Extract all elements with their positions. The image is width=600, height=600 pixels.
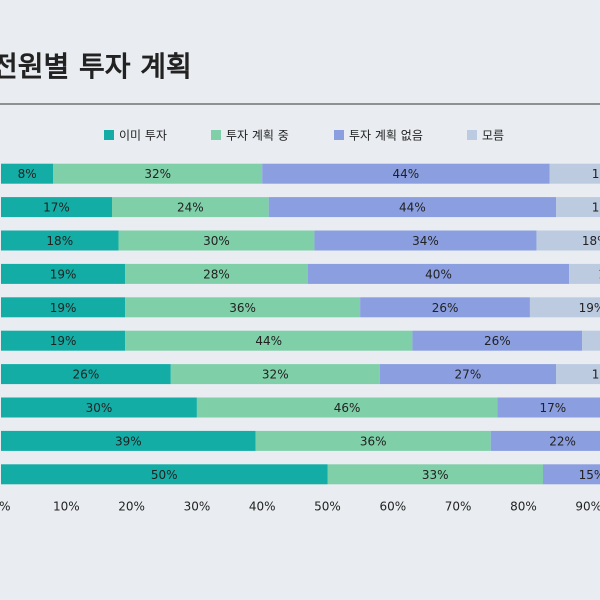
bar-segment (556, 364, 600, 385)
bar-segment (497, 397, 600, 418)
data-label: 50% (151, 468, 178, 482)
data-label: 19% (579, 301, 600, 315)
bar-segment (1, 163, 54, 184)
data-label: 34% (412, 234, 439, 248)
data-label: 18% (582, 234, 600, 248)
data-label: 13% (598, 267, 600, 281)
x-tick-label: 50% (314, 500, 341, 514)
x-tick-label: 40% (249, 500, 276, 514)
data-label: 26% (73, 368, 100, 382)
data-label: 44% (255, 334, 282, 348)
bar-segment (125, 263, 308, 284)
data-label: 44% (399, 201, 426, 215)
bar-segment (327, 464, 543, 485)
legend-label: 모름 (482, 129, 504, 143)
bar-segment (53, 163, 263, 184)
x-tick-label: 80% (510, 500, 537, 514)
bar-segment (582, 330, 600, 351)
legend-label: 이미 투자 (119, 129, 167, 143)
bar-segment (262, 163, 550, 184)
bar-segment (556, 197, 600, 218)
bar-segment (255, 430, 491, 451)
x-tick-label: 10% (53, 500, 80, 514)
bar-segment (1, 297, 126, 318)
data-label: 17% (43, 201, 70, 215)
bar-segment (307, 263, 570, 284)
data-label: 15% (592, 368, 600, 382)
bar-segment (170, 364, 380, 385)
x-tick-label: 60% (379, 500, 406, 514)
x-tick-label: 70% (445, 500, 472, 514)
data-label: 19% (50, 334, 77, 348)
bar-segment (1, 464, 328, 485)
bar-segment (1, 430, 256, 451)
bar-segment (542, 464, 600, 485)
data-label: 32% (144, 167, 171, 181)
bar-segment (1, 230, 119, 251)
bar-segment (1, 364, 171, 385)
data-label: 36% (360, 434, 387, 448)
bar-segment (125, 330, 413, 351)
legend-marker (334, 130, 344, 140)
x-tick-label: 30% (184, 500, 211, 514)
bar-segment (112, 197, 269, 218)
data-label: 15% (592, 201, 600, 215)
data-label: 17% (539, 401, 566, 415)
data-label: 30% (203, 234, 230, 248)
bar-segment (118, 230, 315, 251)
data-label: 28% (203, 267, 230, 281)
data-label: 46% (334, 401, 361, 415)
data-label: 8% (18, 167, 37, 181)
bar-segment (529, 297, 600, 318)
bar-segment (125, 297, 361, 318)
bar-segment (1, 197, 113, 218)
bar-segment (268, 197, 557, 218)
legend-label: 투자 계획 중 (226, 129, 289, 143)
bar-segment (360, 297, 530, 318)
x-tick-label: 0% (0, 500, 11, 514)
data-label: 32% (262, 368, 289, 382)
bar-segment (1, 263, 126, 284)
bar-segment (549, 163, 600, 184)
bar-segment (314, 230, 537, 251)
bar-segment (412, 330, 583, 351)
legend-marker (467, 130, 477, 140)
data-label: 40% (425, 267, 452, 281)
x-tick-label: 20% (118, 500, 145, 514)
data-label: 18% (46, 234, 73, 248)
bar-segment (1, 397, 197, 418)
data-label: 39% (115, 434, 142, 448)
data-label: 19% (50, 267, 77, 281)
data-label: 15% (579, 468, 600, 482)
data-label: 33% (422, 468, 449, 482)
x-tick-label: 90% (575, 500, 600, 514)
bar-segment (569, 263, 600, 284)
legend-marker (104, 130, 114, 140)
bar-segment (379, 364, 557, 385)
bar-segment (490, 430, 600, 451)
data-label: 36% (229, 301, 256, 315)
bar-segment (536, 230, 600, 251)
data-label: 24% (177, 201, 204, 215)
data-label: 19% (50, 301, 77, 315)
bar-segment (196, 397, 498, 418)
data-label: 44% (393, 167, 420, 181)
bar-segment (1, 330, 126, 351)
data-label: 30% (86, 401, 113, 415)
data-label: 26% (484, 334, 511, 348)
data-label: 17% (592, 167, 600, 181)
data-label: 26% (432, 301, 459, 315)
chart-title: 전원별 투자 계획 (0, 50, 192, 83)
legend-marker (211, 130, 221, 140)
data-label: 22% (549, 434, 576, 448)
legend-label: 투자 계획 없음 (349, 129, 423, 143)
data-label: 27% (455, 368, 482, 382)
